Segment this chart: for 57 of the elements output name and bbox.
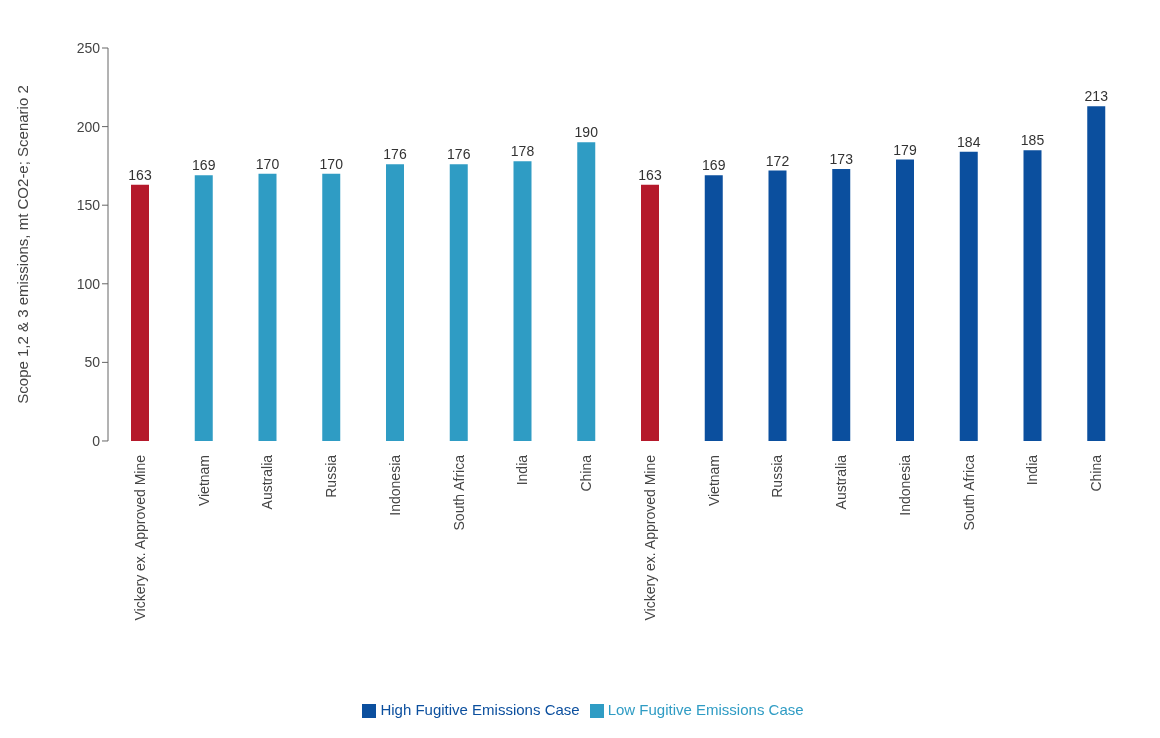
y-axis-title: Scope 1,2 & 3 emissions, mt CO2-e; Scenario 2 [14, 85, 32, 404]
y-tick-label: 100 [76, 275, 101, 292]
y-tick-label: 150 [76, 197, 101, 214]
bar [449, 164, 468, 441]
bar [959, 151, 978, 441]
bar [386, 164, 404, 441]
legend-label: High Fugitive Emissions Case [380, 700, 580, 718]
x-tick-label: Russia [769, 454, 786, 498]
x-tick-label: South Africa [450, 454, 467, 531]
data-label: 176 [383, 146, 407, 163]
x-tick-label: India [1024, 454, 1041, 486]
data-label: 176 [447, 146, 471, 163]
y-tick-label: 0 [92, 432, 101, 449]
data-label: 213 [1084, 88, 1109, 105]
bar [258, 173, 277, 441]
bar [194, 175, 213, 441]
data-label: 169 [702, 157, 726, 174]
y-tick-label: 50 [84, 354, 101, 371]
y-tick-label: 250 [76, 39, 101, 56]
bar [704, 175, 723, 441]
bar [768, 170, 787, 441]
bar [513, 161, 532, 441]
data-label: 172 [765, 152, 790, 169]
bar [131, 184, 149, 441]
x-tick-label: Indonesia [386, 454, 403, 516]
data-label: 190 [574, 124, 599, 141]
x-tick-label: Indonesia [896, 454, 913, 516]
data-label: 170 [319, 155, 344, 172]
x-tick-label: India [514, 454, 531, 486]
data-label: 169 [192, 157, 216, 174]
data-label: 178 [510, 143, 535, 160]
bar [577, 142, 596, 441]
data-label: 184 [957, 133, 981, 150]
data-label: 185 [1020, 132, 1045, 149]
x-tick-label: Vickery ex. Approved Mine [641, 454, 658, 621]
bar [1023, 150, 1042, 441]
x-tick-label: Australia [259, 454, 276, 510]
bar [322, 173, 341, 441]
bar [832, 169, 851, 441]
data-label: 163 [638, 166, 662, 183]
legend-label: Low Fugitive Emissions Case [607, 700, 804, 718]
x-tick-label: South Africa [960, 454, 977, 531]
x-tick-label: China [578, 454, 595, 492]
x-tick-label: China [1088, 454, 1105, 492]
bar [1087, 106, 1106, 441]
data-label: 173 [829, 151, 854, 168]
data-label: 170 [255, 155, 280, 172]
data-label: 179 [893, 141, 917, 158]
bar [641, 184, 659, 441]
data-label: 163 [128, 166, 152, 183]
bar [896, 159, 914, 441]
x-tick-label: Australia [833, 454, 850, 510]
y-tick-label: 200 [76, 118, 101, 135]
x-tick-label: Vietnam [705, 454, 722, 507]
x-tick-label: Russia [323, 454, 340, 498]
x-tick-label: Vickery ex. Approved Mine [131, 454, 148, 621]
x-tick-label: Vietnam [195, 454, 212, 507]
